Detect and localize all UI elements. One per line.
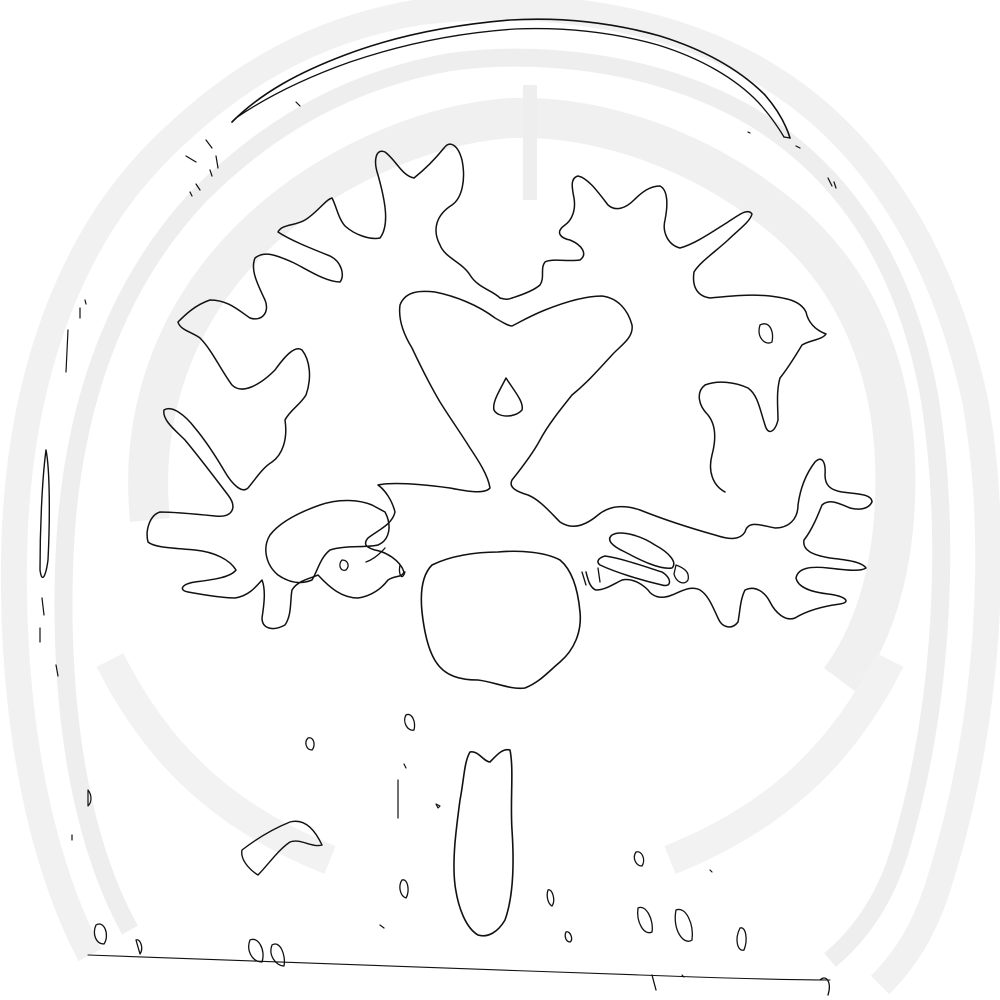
- right-temporal-spike: [581, 567, 601, 586]
- lower-artifacts: [87, 713, 831, 996]
- right-edge-artifacts: [747, 131, 837, 344]
- small-blob-12: [135, 938, 286, 967]
- left-jaw-blob: [241, 820, 323, 876]
- skull-outline: [231, 18, 791, 139]
- small-blob-10: [564, 931, 573, 943]
- small-blob-6: [637, 906, 653, 934]
- small-blob-4: [397, 779, 441, 819]
- left-hippocampus-dot: [339, 559, 349, 571]
- temporal-lobes: [265, 499, 690, 587]
- left-edge-artifacts: [39, 101, 301, 841]
- inner-scalp-halo: [54, 48, 951, 967]
- brainstem: [420, 550, 582, 937]
- skull-arc-outer: [231, 18, 791, 139]
- skull-arc-end: [231, 117, 791, 139]
- skull-arc-inner: [235, 27, 785, 138]
- third-ventricle: [492, 377, 524, 417]
- left-edge-tick-1: [65, 299, 87, 373]
- small-blob-9: [546, 889, 555, 907]
- small-blob-1: [404, 713, 416, 731]
- right-edge-dots: [747, 131, 837, 189]
- small-blob-5: [633, 851, 645, 867]
- lower-face-halo: [96, 653, 904, 874]
- small-blob-8: [736, 927, 747, 951]
- small-blob-14: [379, 763, 713, 978]
- small-blob-2: [305, 737, 315, 751]
- spinal-cord: [453, 748, 514, 937]
- right-temporal-inner-3: [673, 564, 690, 584]
- small-blob-3: [399, 879, 409, 899]
- left-edge-tick-3: [71, 789, 92, 841]
- small-blob-7: [674, 908, 693, 942]
- bottom-edge-line: [87, 954, 831, 981]
- small-blob-11: [93, 923, 108, 945]
- right-temporal-inner-1: [608, 532, 675, 569]
- left-edge-dots-upper: [185, 101, 301, 197]
- pons-outline: [420, 550, 582, 690]
- left-temporal-hook: [365, 547, 406, 578]
- left-edge-tick-2: [39, 597, 59, 677]
- right-hemisphere-upper-contour: [511, 175, 827, 493]
- brain-surface-halo: [128, 97, 916, 692]
- right-small-ring: [758, 323, 774, 344]
- left-edge-long-blob: [39, 449, 50, 579]
- white-matter-outline: [146, 143, 873, 630]
- center-connector: [499, 297, 513, 300]
- left-temporal-inner: [265, 499, 390, 584]
- right-temporal-inner-2: [597, 555, 671, 587]
- white-matter-contour: [146, 143, 873, 630]
